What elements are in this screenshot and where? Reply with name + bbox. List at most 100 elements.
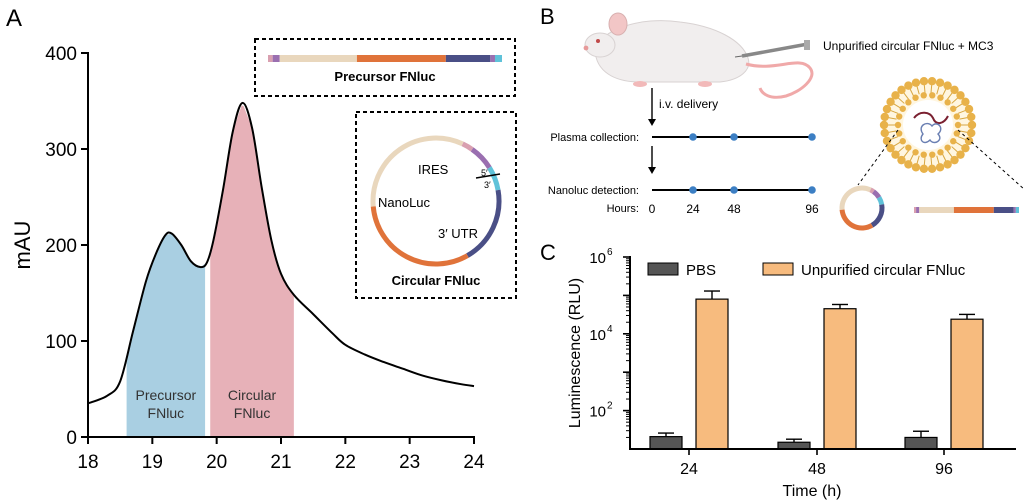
lipid-head-inner-17 <box>929 92 936 99</box>
c-y-tick-exp-0: 2 <box>607 401 613 412</box>
a-y-ticks: 0 100 200 300 400 <box>45 44 88 449</box>
lipid-head-outer-7 <box>935 163 945 172</box>
c-legend: PBS Unpurified circular FNluc <box>647 262 966 279</box>
lnp-rna-strand <box>913 111 949 124</box>
lipid-head-outer-28 <box>943 81 952 90</box>
c-x-tick-label-2: 96 <box>935 461 953 478</box>
c-x-axis-label: Time (h) <box>783 483 842 500</box>
lipid-head-outer-24 <box>911 78 921 87</box>
a-y-axis-label: mAU <box>10 221 35 270</box>
plasma-dots-0 <box>689 133 697 141</box>
circular-inset: IRES NanoLuc 3′ UTR 5′ 3′ Circular FNluc <box>355 111 517 299</box>
syringe-icon <box>734 40 810 58</box>
lipid-head-inner-2 <box>950 138 957 145</box>
circular-rna-ring <box>370 135 502 267</box>
lipid-head-outer-14 <box>886 143 895 153</box>
legend-swatch-pbs <box>647 262 679 276</box>
lipid-head-outer-19 <box>882 104 892 114</box>
panel-label-a: A <box>6 5 22 32</box>
lipid-head-inner-6 <box>920 151 927 158</box>
a-x-ticks: 18 19 20 21 22 23 24 <box>77 437 485 473</box>
precursor-segment-5 <box>490 55 495 62</box>
region-1 <box>210 105 294 437</box>
a-x-tick-label-0: 18 <box>77 452 98 473</box>
circ-b-arc-0 <box>839 185 872 210</box>
lipid-head-outer-22 <box>897 85 906 95</box>
hour-24: 24 <box>686 202 700 216</box>
lipid-head-outer-3 <box>961 143 970 153</box>
lipid-head-outer-16 <box>880 128 889 138</box>
detection-label: Nanoluc detection: <box>548 185 639 197</box>
lipid-head-inner-3 <box>944 144 951 151</box>
plasma-dots-2 <box>808 133 816 141</box>
circ-a-arc-1 <box>461 141 474 152</box>
region-0 <box>126 233 206 437</box>
lipid-head-inner-20 <box>950 105 957 112</box>
c-y-tick-label-2: 10 <box>589 250 606 267</box>
circ-a-arc-5 <box>370 206 469 267</box>
precursor-rna-bar <box>268 55 502 62</box>
lipid-head-inner-10 <box>896 130 903 137</box>
c-y-tick-exp-1: 4 <box>607 324 613 335</box>
circ-a-arc-2 <box>470 147 492 170</box>
plasma-dots <box>689 133 816 141</box>
circ-a-arc-4 <box>466 189 502 258</box>
hour-96: 96 <box>805 202 819 216</box>
bar-0-0 <box>649 436 683 450</box>
c-y-axis-label: Luminescence (RLU) <box>567 278 584 428</box>
zoom-line-right <box>957 129 1026 191</box>
precursor-segment-4 <box>445 55 491 62</box>
lipid-head-inner-19 <box>944 99 951 106</box>
lipid-head-outer-8 <box>927 164 937 174</box>
c-x-tick-label-1: 48 <box>808 461 826 478</box>
lipid-head-outer-0 <box>967 120 977 130</box>
circ-b-arc-1 <box>869 187 875 194</box>
hour-48: 48 <box>727 202 741 216</box>
lipid-head-inner-7 <box>912 149 919 156</box>
c-y-tick-exp-2: 6 <box>607 247 613 258</box>
lipid-head-outer-1 <box>967 128 976 138</box>
ires-label: IRES <box>418 162 449 177</box>
precursor-segment-1 <box>272 55 280 62</box>
hours-label: Hours: <box>607 203 639 215</box>
lnp-linear-segment-3 <box>953 207 994 213</box>
plasma-label: Plasma collection: <box>550 132 639 144</box>
delivery-label: i.v. delivery <box>659 97 718 111</box>
detect-dots-1 <box>730 186 738 194</box>
legend-label-pbs: PBS <box>686 262 716 279</box>
lipid-head-outer-32 <box>964 104 974 114</box>
a-y-tick-label-1: 100 <box>45 332 77 353</box>
c-y-tick-label-0: 10 <box>589 404 606 421</box>
lipid-head-outer-5 <box>950 155 959 165</box>
a-x-tick-label-4: 22 <box>335 452 356 473</box>
a-y-tick-label-4: 400 <box>45 44 77 65</box>
c-x-tick-label-0: 24 <box>680 461 698 478</box>
lipid-head-outer-20 <box>886 97 895 107</box>
hour-0: 0 <box>649 202 656 216</box>
lipid-head-outer-27 <box>935 78 945 87</box>
lipid-head-outer-2 <box>964 136 974 146</box>
bar-0-1 <box>777 441 811 450</box>
region-label-line1-1: Circular <box>228 387 277 403</box>
lipid-head-outer-21 <box>891 91 900 100</box>
circ-b-arc-5 <box>839 209 874 231</box>
lnp-linear-segment-1 <box>916 207 920 213</box>
panel-label-b: B <box>540 4 555 29</box>
plasma-dots-1 <box>730 133 738 141</box>
c-x-ticks: 24 48 96 <box>680 449 953 478</box>
lipid-head-outer-17 <box>879 120 889 130</box>
lipid-head-outer-13 <box>891 150 900 159</box>
detect-dots-0 <box>689 186 697 194</box>
a-region-labels: Precursor FNluc Circular FNluc <box>135 387 276 421</box>
precursor-segment-6 <box>494 55 502 62</box>
precursor-segment-2 <box>279 55 357 62</box>
lipid-head-outer-11 <box>904 160 913 169</box>
lipid-head-outer-4 <box>956 150 965 159</box>
panel-label-c: C <box>540 240 556 265</box>
a-x-tick-label-3: 21 <box>270 452 291 473</box>
lnp-linear-rna-bar <box>914 207 1019 213</box>
lipid-head-outer-29 <box>950 85 959 95</box>
